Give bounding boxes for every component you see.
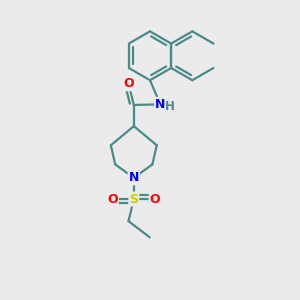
Text: N: N xyxy=(155,98,166,111)
Text: O: O xyxy=(107,193,118,206)
Text: O: O xyxy=(123,77,134,90)
Text: N: N xyxy=(129,171,139,184)
Text: H: H xyxy=(165,100,175,113)
Text: O: O xyxy=(150,193,160,206)
Text: S: S xyxy=(129,193,138,206)
